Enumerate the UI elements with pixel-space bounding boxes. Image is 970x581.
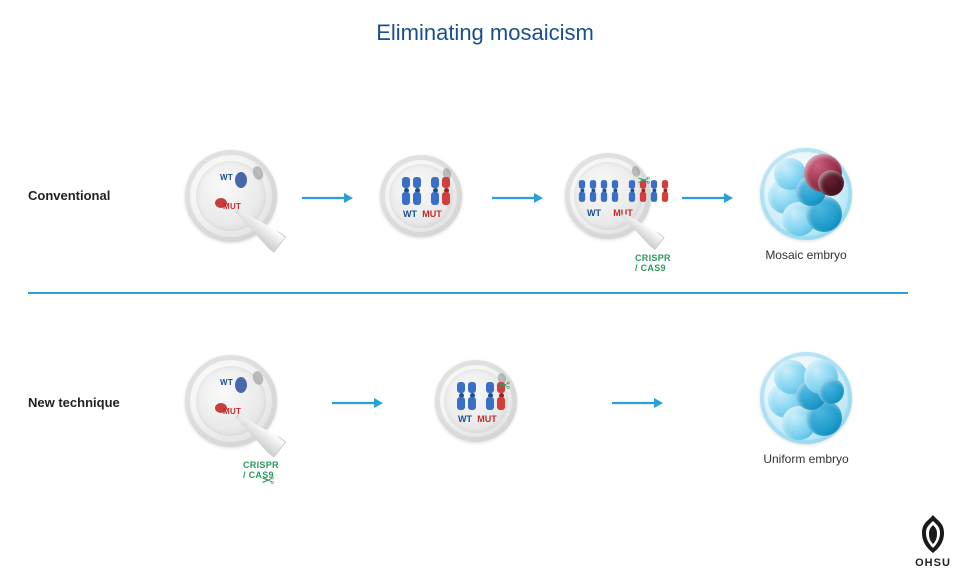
row-label-conventional: Conventional <box>28 188 110 203</box>
ohsu-logo: OHSU <box>914 513 952 569</box>
stage-conv-1-egg-inject: WT MUT <box>185 150 277 242</box>
scissors-icon: ✂ <box>637 171 650 191</box>
embryo-uniform-caption: Uniform embryo <box>746 452 866 466</box>
mut-below3: MUT <box>477 414 497 424</box>
embryo-mosaic-caption: Mosaic embryo <box>746 248 866 262</box>
row-label-new: New technique <box>28 395 120 410</box>
arrow-icon <box>610 395 664 411</box>
wt-below2: WT <box>584 208 604 218</box>
stage-conv-3-crispr: WT MUT ✂ CRISPR / CAS9 <box>565 153 651 239</box>
mut-label2: MUT <box>223 407 241 416</box>
wt-label: WT <box>220 173 233 182</box>
arrow-icon <box>300 190 354 206</box>
arrow-icon <box>490 190 544 206</box>
stage-new-2-chrom: WT MUT ✂ <box>435 360 517 442</box>
stage-new-1-egg-inject: WT MUT CRISPR / CAS9 ✂ <box>185 355 277 447</box>
scissors-icon: ✂ <box>261 471 274 491</box>
page-title: Eliminating mosaicism <box>0 0 970 46</box>
wt-below: WT <box>400 209 420 219</box>
crispr-label: CRISPR / CAS9 <box>635 253 671 273</box>
wt-label2: WT <box>220 378 233 387</box>
mut-below: MUT <box>422 209 442 219</box>
divider <box>28 292 908 294</box>
arrow-icon <box>680 190 734 206</box>
flame-icon <box>914 513 952 555</box>
logo-text: OHSU <box>914 557 952 569</box>
mut-label: MUT <box>223 202 241 211</box>
wt-below3: WT <box>455 414 475 424</box>
stage-conv-2-chrom: WT MUT <box>380 155 462 237</box>
scissors-icon: ✂ <box>497 376 510 396</box>
arrow-icon <box>330 395 384 411</box>
